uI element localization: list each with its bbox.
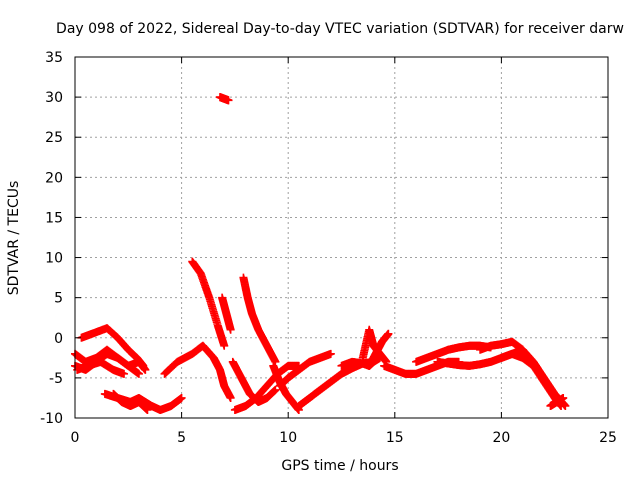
series-track-24 [497, 349, 566, 410]
x-tick-label: 5 [177, 430, 186, 446]
series-track-19 [365, 329, 393, 370]
x-tick-label: 10 [279, 430, 297, 446]
series-track-11 [228, 357, 280, 406]
y-tick-label: 30 [45, 90, 63, 106]
series-track-8 [188, 257, 229, 350]
y-tick-label: 20 [45, 170, 63, 186]
series-track-5 [100, 389, 186, 414]
data-point [271, 357, 280, 366]
y-tick-label: 5 [54, 291, 63, 307]
data-point [271, 385, 280, 394]
data-point [134, 369, 143, 378]
series-track-15 [275, 349, 335, 390]
data-point [141, 365, 150, 374]
x-tick-label: 0 [71, 430, 80, 446]
series-track-25 [546, 393, 568, 410]
series-track-10 [215, 93, 233, 105]
data-point [143, 405, 152, 414]
x-tick-label: 20 [492, 430, 510, 446]
series-track-6 [109, 389, 152, 414]
y-tick-label: 10 [45, 251, 63, 267]
series-track-12 [239, 273, 280, 366]
data-point [559, 393, 568, 402]
series-track-9 [218, 293, 235, 334]
data-point [139, 361, 148, 370]
y-axis-label: SDTVAR / TECUs [6, 181, 22, 296]
data-point [120, 369, 129, 378]
y-tick-label: -10 [40, 411, 63, 427]
y-tick-label: 15 [45, 210, 63, 226]
x-tick-label: 25 [599, 430, 617, 446]
y-axis-ticks: -10 -5 0 5 10 15 20 25 30 35 [40, 50, 608, 427]
series-track-7 [160, 341, 235, 402]
data-point [326, 349, 335, 358]
data-point [226, 325, 235, 334]
data-points [71, 93, 570, 414]
series-track-20 [380, 357, 463, 378]
y-tick-label: 35 [45, 50, 63, 66]
data-point [224, 96, 233, 105]
data-point [177, 393, 186, 402]
series-track-3 [77, 324, 148, 370]
x-axis-ticks: 0 5 10 15 20 25 [71, 57, 617, 446]
x-tick-label: 15 [386, 430, 404, 446]
x-axis-label: GPS time / hours [281, 458, 398, 474]
chart-title: Day 098 of 2022, Sidereal Day-to-day VTE… [56, 21, 624, 37]
data-point [226, 393, 235, 402]
series-track-4 [73, 357, 129, 378]
data-point [384, 329, 393, 338]
y-tick-label: -5 [49, 371, 63, 387]
plot-frame [74, 56, 609, 419]
y-tick-label: 0 [54, 331, 63, 347]
data-point [220, 341, 229, 350]
y-tick-label: 25 [45, 130, 63, 146]
